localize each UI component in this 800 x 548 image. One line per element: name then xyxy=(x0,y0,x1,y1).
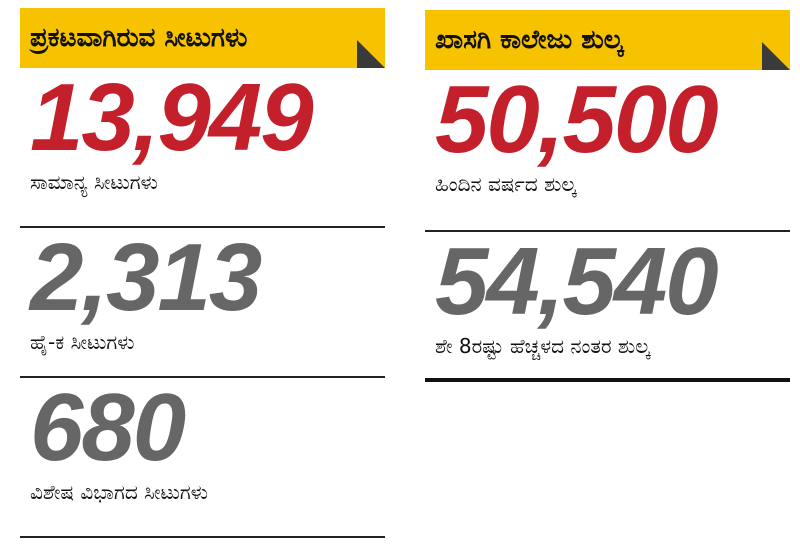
fold xyxy=(762,42,790,70)
stat-number: 2,313 xyxy=(30,224,262,331)
header-text: ಪ್ರಕಟವಾಗಿರುವ ಸೀಟುಗಳು xyxy=(30,23,248,53)
stat-number: 13,949 xyxy=(30,64,314,171)
stat-item: 54,540 ಶೇ 8ರಷ್ಟು ಹೆಚ್ಚಳದ ನಂತರ ಶುಲ್ಕ xyxy=(425,232,790,382)
column-header: ಪ್ರಕಟವಾಗಿರುವ ಸೀಟುಗಳು xyxy=(20,8,385,68)
stat-label: ಹಿಂದಿನ ವರ್ಷದ ಶುಲ್ಕ xyxy=(435,172,577,196)
stat-item: 2,313 ಹೈ-ಕ ಸೀಟುಗಳು xyxy=(20,228,385,378)
stat-label: ಹೈ-ಕ ಸೀಟುಗಳು xyxy=(30,330,135,354)
stat-item: 13,949 ಸಾಮಾನ್ಯ ಸೀಟುಗಳು xyxy=(20,68,385,228)
stat-number: 680 xyxy=(30,374,186,481)
stat-number: 54,540 xyxy=(435,228,719,335)
fold xyxy=(357,40,385,68)
fees-column: ಖಾಸಗಿ ಕಾಲೇಜು ಶುಲ್ಕ 50,500 ಹಿಂದಿನ ವರ್ಷದ ಶ… xyxy=(425,10,790,382)
column-header: ಖಾಸಗಿ ಕಾಲೇಜು ಶುಲ್ಕ xyxy=(425,10,790,70)
stat-item: 680 ವಿಶೇಷ ವಿಭಾಗದ ಸೀಟುಗಳು xyxy=(20,378,385,538)
stat-label: ಶೇ 8ರಷ್ಟು ಹೆಚ್ಚಳದ ನಂತರ ಶುಲ್ಕ xyxy=(435,334,651,358)
header-text: ಖಾಸಗಿ ಕಾಲೇಜು ಶುಲ್ಕ xyxy=(435,25,624,55)
stat-label: ವಿಶೇಷ ವಿಭಾಗದ ಸೀಟುಗಳು xyxy=(30,480,208,504)
stat-item: 50,500 ಹಿಂದಿನ ವರ್ಷದ ಶುಲ್ಕ xyxy=(425,70,790,232)
stat-label: ಸಾಮಾನ್ಯ ಸೀಟುಗಳು xyxy=(30,170,158,194)
seats-column: ಪ್ರಕಟವಾಗಿರುವ ಸೀಟುಗಳು 13,949 ಸಾಮಾನ್ಯ ಸೀಟು… xyxy=(20,8,385,538)
stat-number: 50,500 xyxy=(435,66,719,173)
